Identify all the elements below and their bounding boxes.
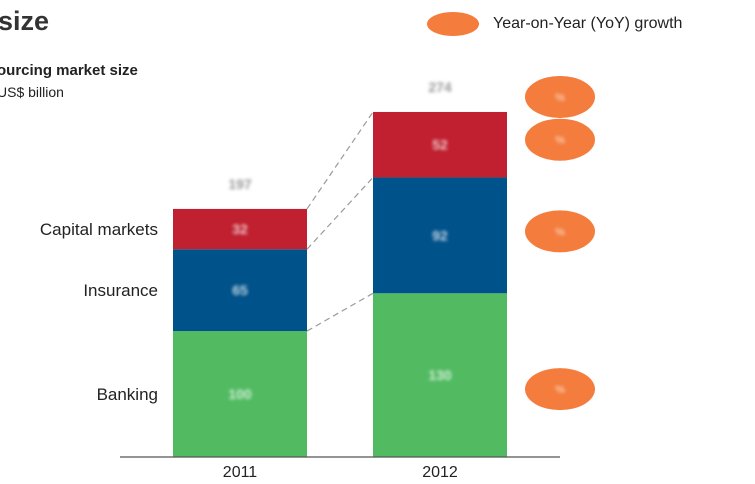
bar-insurance-2011 xyxy=(173,249,307,332)
chart-subtitle: ourcing market size xyxy=(0,62,138,79)
yoy-growth-bubble-banking xyxy=(525,368,595,411)
data-label-banking-2011: 100 xyxy=(228,386,252,402)
connector-line-capital-markets xyxy=(306,111,374,210)
bar-insurance-2012 xyxy=(373,177,507,294)
total-label-2012: 274 xyxy=(428,79,452,95)
yoy-growth-value-banking: % xyxy=(555,384,565,396)
legend-swatch-yoy xyxy=(427,12,479,36)
total-label-2011: 197 xyxy=(228,176,252,192)
x-tick-label-2011: 2011 xyxy=(223,464,258,481)
yoy-growth-bubble-capital-markets xyxy=(525,118,595,161)
data-label-banking-2012: 130 xyxy=(428,367,452,383)
series-label-capital-markets: Capital markets xyxy=(40,220,158,239)
data-label-insurance-2011: 65 xyxy=(232,282,248,298)
data-label-capital-markets-2011: 32 xyxy=(232,221,248,237)
series-label-insurance: Insurance xyxy=(83,281,158,300)
yoy-growth-value-insurance: % xyxy=(555,226,565,238)
legend-label-yoy: Year-on-Year (YoY) growth xyxy=(493,15,683,32)
data-label-capital-markets-2012: 52 xyxy=(432,137,448,153)
yoy-growth-bubble-insurance xyxy=(525,210,595,253)
x-tick-label-2012: 2012 xyxy=(422,464,458,481)
yoy-growth-value-capital-markets: % xyxy=(555,135,565,147)
bar-banking-2012 xyxy=(373,293,507,457)
data-label-insurance-2012: 92 xyxy=(432,227,448,243)
unit-label: US$ billion xyxy=(0,84,64,100)
legend: Year-on-Year (YoY) growth xyxy=(427,12,682,36)
yoy-growth-bubble-total xyxy=(525,75,595,118)
bar-banking-2011 xyxy=(173,331,307,457)
connector-line-banking xyxy=(306,292,374,332)
bar-capital-markets-2012 xyxy=(373,111,507,178)
connector-line-insurance xyxy=(306,177,374,250)
yoy-growth-value-total: % xyxy=(555,92,565,104)
page-title: size xyxy=(0,6,50,36)
series-label-banking: Banking xyxy=(97,385,158,404)
bar-capital-markets-2011 xyxy=(173,208,307,250)
